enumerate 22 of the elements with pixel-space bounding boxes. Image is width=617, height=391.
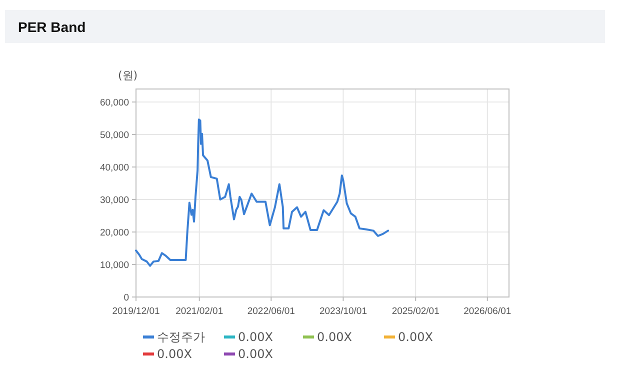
x-tick-label: 2026/06/01	[464, 306, 512, 317]
y-tick-label: 0	[124, 292, 129, 304]
legend-label: 0.00X	[238, 347, 273, 361]
x-tick-label: 2021/02/01	[176, 306, 224, 317]
legend-label: 수정주가	[157, 330, 205, 344]
chart-title: PER Band	[18, 19, 86, 35]
x-tick-label: 2022/06/01	[247, 306, 295, 317]
y-tick-label: 20,000	[100, 228, 129, 238]
x-tick-label: 2023/10/01	[319, 306, 367, 317]
y-tick-label: 40,000	[100, 162, 129, 174]
x-tick-label: 2025/02/01	[392, 306, 440, 317]
legend-label: 0.00X	[398, 330, 433, 344]
x-tick-label: 2019/12/01	[112, 306, 160, 317]
y-tick-label: 10,000	[100, 260, 129, 271]
y-tick-label: 30,000	[100, 195, 129, 206]
y-axis-title: (원)	[118, 69, 138, 82]
legend-label: 0.00X	[238, 330, 273, 344]
legend-label: 0.00X	[157, 347, 192, 361]
legend-label: 0.00X	[317, 330, 352, 344]
y-tick-label: 60,000	[100, 98, 129, 108]
line-series	[135, 118, 390, 267]
y-tick-label: 50,000	[100, 130, 129, 141]
